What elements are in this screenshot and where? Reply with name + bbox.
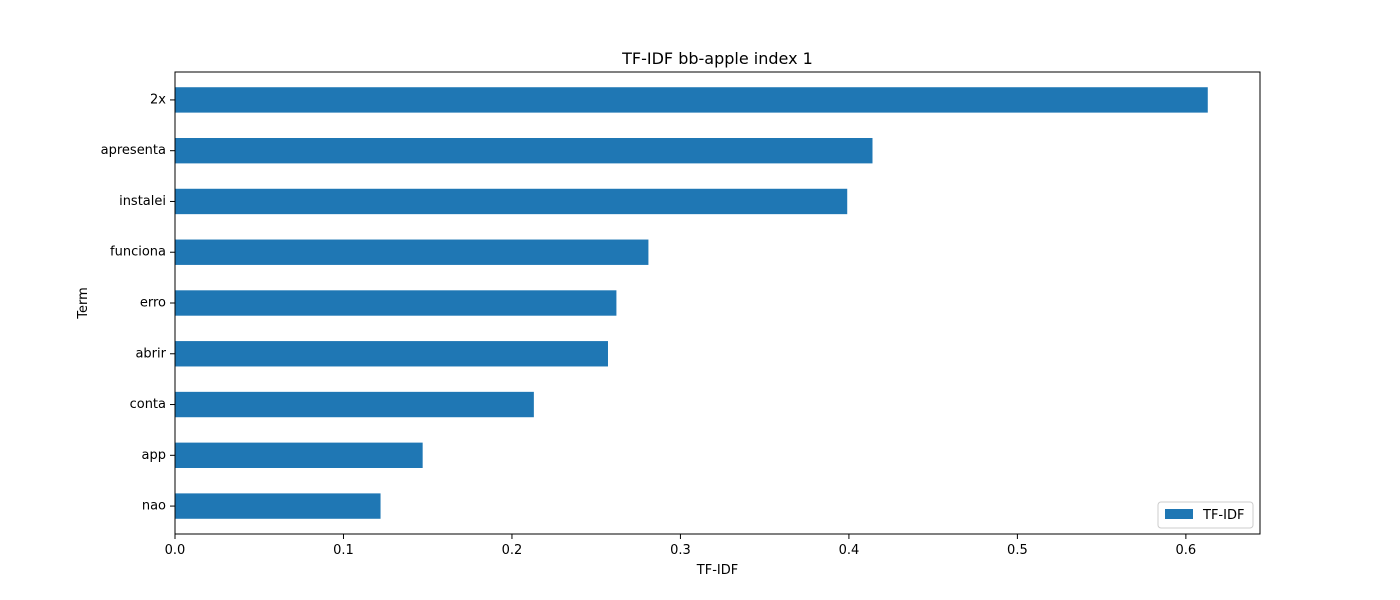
legend-swatch [1165,509,1193,519]
bar-nao [175,493,381,519]
x-tick-label: 0.4 [839,543,860,558]
bar-instalei [175,188,848,215]
y-axis-label: Term [76,287,91,320]
y-tick-label-2x: 2x [150,92,166,107]
y-tick-label-conta: conta [130,397,166,412]
bar-funciona [175,239,649,265]
plot-frame [174,71,1261,535]
y-tick-label-abrir: abrir [135,346,166,361]
bar-app [175,442,423,468]
x-axis-label: TF-IDF [696,563,738,578]
x-tick-label: 0.2 [502,543,523,558]
x-tick-label: 0.3 [670,543,691,558]
y-tick-label-app: app [142,448,166,463]
y-tick-label-apresenta: apresenta [101,143,166,158]
legend: TF-IDF [1157,501,1254,529]
bar-conta [175,391,534,418]
x-tick-label: 0.5 [1007,543,1028,558]
bar-abrir [175,341,608,367]
bar-apresenta [175,138,873,164]
chart-title: TF-IDF bb-apple index 1 [621,49,813,68]
x-axis-ticks: 0.0 0.1 0.2 0.3 0.4 0.5 0.6 [165,534,1197,558]
bar-2x [175,87,1208,113]
y-tick-label-erro: erro [140,296,166,311]
y-tick-label-funciona: funciona [110,245,166,260]
x-tick-label: 0.6 [1176,543,1197,558]
x-tick-label: 0.0 [165,543,186,558]
legend-box [1157,501,1254,529]
bar-erro [175,290,617,316]
y-axis-ticks: nao app conta abrir erro funciona instalei apre… [101,92,175,514]
x-tick-label: 0.1 [333,543,354,558]
bars [175,87,1208,519]
y-tick-label-nao: nao [142,499,166,514]
y-tick-label-instalei: instalei [119,194,166,209]
legend-label: TF-IDF [1202,508,1244,523]
